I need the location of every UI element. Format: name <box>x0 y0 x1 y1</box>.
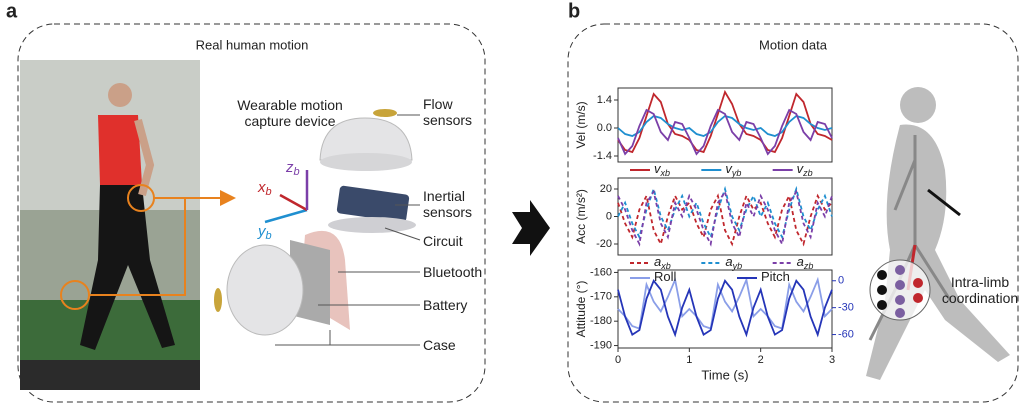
axis-arrow <box>264 208 308 224</box>
legend-label: Pitch <box>761 269 790 284</box>
axis-arrow <box>279 193 308 212</box>
legend-name: v <box>797 161 805 176</box>
legend-name: a <box>654 254 661 269</box>
y-tick-label: 20 <box>600 183 612 195</box>
legend-name: v <box>654 161 662 176</box>
photo <box>20 60 200 390</box>
legend-name: Roll <box>654 269 677 284</box>
legend-sub: xb <box>660 168 671 178</box>
series-line <box>617 185 833 240</box>
legend-label: axb <box>654 254 671 271</box>
x-tick-label: 2 <box>758 354 764 366</box>
y2-tick-label: -60 <box>838 328 854 340</box>
legend-sub: yb <box>731 168 742 178</box>
y-tick-label: -160 <box>590 266 612 278</box>
axis-label: yb <box>257 223 272 242</box>
panel-title: Real human motion <box>196 37 309 52</box>
panel-label: a <box>6 0 18 22</box>
leader-lines <box>275 114 421 346</box>
part-label: Flow sensors <box>423 96 473 128</box>
y-tick-label: -180 <box>590 315 612 327</box>
y-tick-label: 0 <box>606 210 612 222</box>
legend-label: ayb <box>725 254 742 271</box>
part-label: Battery <box>423 297 468 313</box>
legend-label: Roll <box>654 269 677 284</box>
part-label: Inertial sensors <box>423 188 473 220</box>
legend-sub: yb <box>732 261 743 271</box>
series-line <box>617 89 833 154</box>
x-axis-label: Time (s) <box>701 367 748 382</box>
series-line <box>617 108 833 156</box>
legend-name: v <box>725 161 733 176</box>
x-tick-label: 1 <box>686 354 692 366</box>
y-axis-label: Vel (m/s) <box>574 101 588 148</box>
limb <box>927 188 961 217</box>
device-title: Wearable motion capture device <box>237 97 343 129</box>
x-tick-label: 0 <box>615 354 621 366</box>
part-label: Circuit <box>423 233 463 249</box>
panel-a-frame <box>17 23 486 403</box>
plot-frame <box>617 87 833 163</box>
y-tick-label: -170 <box>590 291 612 303</box>
part-label: Case <box>423 337 456 353</box>
human-figure <box>866 87 1010 380</box>
legend-label: azb <box>797 254 814 271</box>
annotation: Intra-limb coordination <box>941 274 1019 306</box>
axis-label: xb <box>257 179 272 198</box>
series-line <box>617 279 833 338</box>
x-tick-label: 3 <box>829 354 835 366</box>
legend-label: vzb <box>797 161 813 178</box>
legend-name: a <box>725 254 732 269</box>
y-tick-label: -190 <box>590 339 612 351</box>
part-label: Bluetooth <box>423 264 483 280</box>
y-axis-label: Attitude (°) <box>574 281 588 338</box>
legend-name: Pitch <box>761 269 790 284</box>
y-tick-label: 1.4 <box>597 94 612 106</box>
network <box>869 259 931 321</box>
series-line <box>617 193 833 247</box>
y-tick-label: -1.4 <box>593 150 612 162</box>
legend-sub: xb <box>660 261 671 271</box>
legend-label: vyb <box>725 161 741 178</box>
legend-name: a <box>797 254 804 269</box>
y2-tick-label: -30 <box>838 302 854 314</box>
series-line <box>617 276 833 330</box>
legend-sub: zb <box>803 261 814 271</box>
arrow <box>512 200 550 256</box>
y-axis-label: Acc (m/s²) <box>574 189 588 244</box>
axis-label: zb <box>285 159 300 178</box>
device <box>214 109 416 336</box>
legend-sub: zb <box>802 168 813 178</box>
y-tick-label: 0.0 <box>597 122 612 134</box>
y-tick-label: -20 <box>596 238 612 250</box>
panel-b-frame <box>567 23 1019 403</box>
panel-title: Motion data <box>759 37 828 52</box>
series-line <box>617 189 833 247</box>
y2-tick-label: 0 <box>838 275 844 287</box>
series-line <box>617 115 833 137</box>
legend-label: vxb <box>654 161 670 178</box>
panel-label: b <box>568 0 580 22</box>
